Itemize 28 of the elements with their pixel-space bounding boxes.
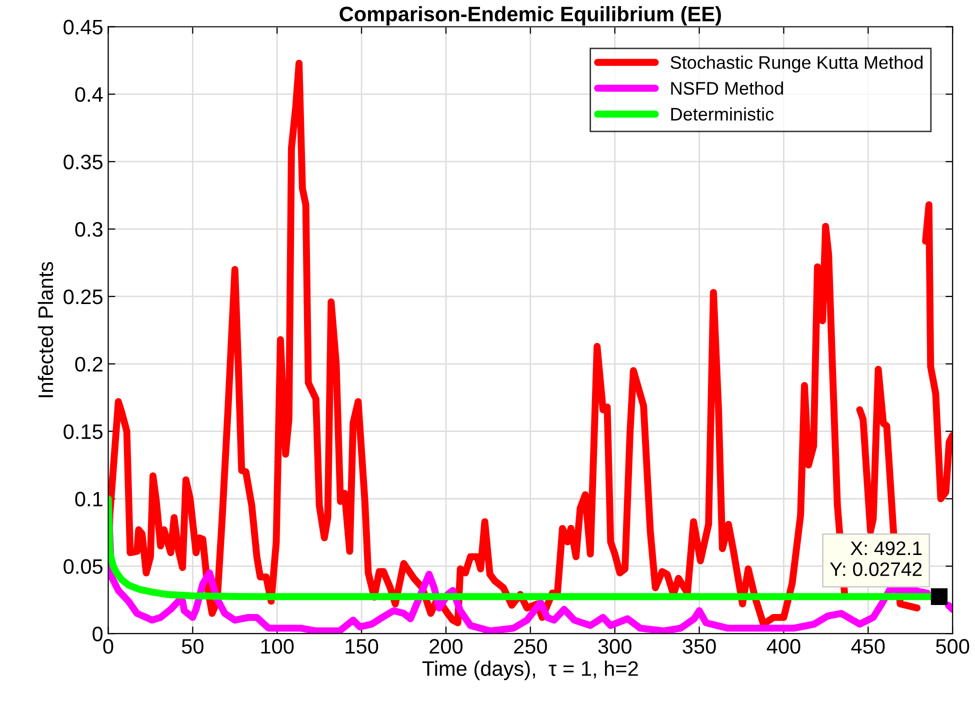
x-tick-label: 250 bbox=[514, 639, 547, 654]
legend-label: Deterministic bbox=[671, 107, 774, 121]
x-tick-label: 450 bbox=[851, 639, 885, 654]
y-tick-label: 0.15 bbox=[64, 424, 102, 440]
x-tick-label: 500 bbox=[936, 639, 970, 654]
y-tick-label: 0.05 bbox=[64, 559, 102, 574]
y-tick-label: 0.1 bbox=[75, 492, 102, 506]
annotation: X: 492.1 Y: 0.02742 bbox=[830, 541, 922, 576]
y-tick-label: 0.25 bbox=[64, 289, 102, 304]
x-tick-label: 200 bbox=[430, 639, 463, 654]
legend-label: NSFD Method bbox=[671, 82, 783, 95]
x-axis-title: Time (days), τ = 1, h=2 bbox=[422, 660, 638, 680]
y-tick-label: 0.45 bbox=[64, 20, 102, 35]
x-tick-label: 350 bbox=[682, 639, 716, 654]
chart-title: Comparison-Endemic Equilibrium (EE) bbox=[340, 6, 721, 26]
x-tick-label: 100 bbox=[261, 639, 294, 654]
x-tick-label: 300 bbox=[598, 639, 632, 654]
y-axis-title: Infected Plants bbox=[38, 262, 54, 398]
y-tick-label: 0.2 bbox=[75, 356, 102, 372]
y-tick-label: 0.3 bbox=[75, 222, 102, 237]
y-tick-label: 0 bbox=[92, 626, 103, 642]
legend-label: Stochastic Runge Kutta Method bbox=[670, 56, 923, 72]
x-tick-label: 50 bbox=[182, 639, 204, 654]
x-tick-label: 400 bbox=[766, 639, 800, 654]
y-tick-label: 0.4 bbox=[75, 87, 103, 102]
x-tick-label: 150 bbox=[346, 639, 378, 654]
x-tick-label: 0 bbox=[103, 639, 114, 654]
y-tick-label: 0.35 bbox=[64, 154, 102, 170]
